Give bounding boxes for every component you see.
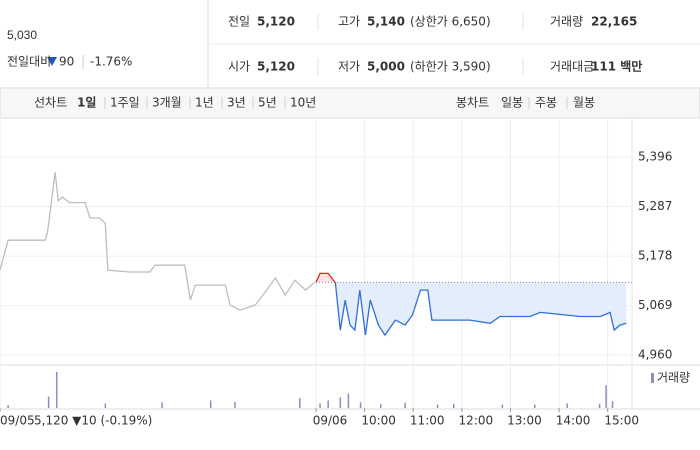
stat-value: 5,120 [257,15,295,29]
stat-note: (상한가 6,650) [410,15,491,29]
volume-bar [380,404,382,408]
tab[interactable]: 월봉 [573,96,595,110]
volume-bar [598,403,601,408]
tab[interactable]: 일봉 [501,96,523,110]
stat-value: 5,120 [257,60,295,74]
info-label: 5,120 ▼10 (-0.19%) [34,414,152,428]
tab-group-label: 봉차트 [456,96,489,110]
volume-bar [347,393,350,408]
tab-bar [0,87,700,119]
x-tick-label: 11:00 [410,414,445,428]
x-tick-label: 13:00 [507,414,542,428]
stat-label: 전일 [228,15,250,29]
stat-note: (하한가 3,590) [410,60,491,74]
x-tick-label: 10:00 [361,414,396,428]
volume-bar [359,402,362,408]
tab[interactable]: 1일 [77,96,96,110]
volume-bar [566,403,568,408]
stat-value: 111 백만 [591,59,642,74]
change-percent: -1.76% [90,55,132,69]
volume-bar [436,404,439,408]
volume-bar [404,402,406,408]
stat-label: 거래량 [550,15,583,29]
x-tick-label: 15:00 [604,414,639,428]
tab[interactable]: 1주일 [110,96,140,110]
area [316,273,627,336]
stat-label: 고가 [338,15,360,29]
stat-value: 5,000 [367,60,405,74]
stat-label: 시가 [228,60,250,74]
y-tick-label: 4,960 [638,348,672,362]
tab[interactable]: 10년 [290,96,316,110]
x-tick-label: 14:00 [556,414,591,428]
tab[interactable]: 주봉 [535,96,557,110]
volume-bar [161,402,163,408]
tab[interactable]: 3개월 [152,96,182,110]
tab-group-label: 선차트 [34,96,67,110]
volume-bar [534,404,536,408]
tab[interactable]: 5년 [258,96,277,110]
volume-bar [47,396,50,408]
volume-bar [299,398,301,408]
price-line [0,172,315,311]
x-tick-label: 09/06 [313,414,348,428]
volume-bar [234,401,236,408]
change-value: 90 [59,55,74,69]
x-tick-label: 09/05 [0,414,35,428]
volume-bar [319,403,321,408]
volume-bar [327,400,329,408]
stat-value: 5,140 [367,15,405,29]
volume-bar [501,404,504,408]
tab[interactable]: 1년 [195,96,214,110]
price-line [315,272,627,337]
y-tick-label: 5,178 [638,249,672,263]
stat-label: 거래대금 [550,60,594,74]
volume-bar [611,401,614,408]
volume-bar [55,371,58,408]
volume-legend-swatch [651,373,654,383]
volume-bar [339,397,342,408]
y-tick-label: 5,069 [638,298,672,312]
stat-label: 저가 [338,60,360,74]
volume-bar [7,404,9,408]
down-arrow [47,57,57,66]
change-label: 전일대비 [7,55,51,69]
stat-value: 22,165 [591,15,637,29]
volume-bar [605,385,607,408]
y-tick-label: 5,287 [638,199,672,213]
y-tick-label: 5,396 [638,150,672,164]
volume-label: 거래량 [657,371,690,385]
current-price: 5,030 [7,28,37,42]
volume-bar [452,403,455,408]
volume-bar [209,400,212,408]
tab[interactable]: 3년 [227,96,246,110]
volume-bar [104,403,107,408]
x-tick-label: 12:00 [459,414,494,428]
